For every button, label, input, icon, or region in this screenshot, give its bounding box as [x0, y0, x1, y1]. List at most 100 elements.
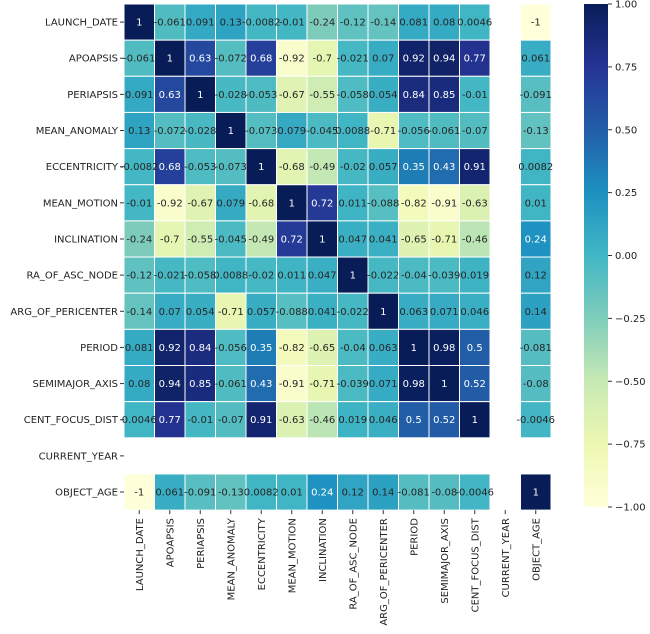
cell-value-label: -0.07 [462, 126, 488, 137]
cell-mean-motion-arg-of-pericenter [367, 184, 399, 222]
cell-value-label: -0.13 [218, 488, 244, 499]
column-label-object-age: OBJECT_AGE [531, 518, 542, 581]
column-label-inclination: INCLINATION [318, 518, 329, 582]
cell-object-age-mean-motion [276, 473, 308, 511]
cell-value-label: 0.43 [433, 162, 455, 173]
cell-mean-anomaly-mean-motion [276, 111, 308, 150]
cell-value-label: -0.028 [215, 90, 247, 101]
cell-value-label: -0.0046 [455, 488, 494, 499]
column-label-semimajor-axis: SEMIMAJOR_AXIS [440, 518, 451, 603]
colorbar: 1.00 0.75 0.50 0.25 0.00 −0.25 −0.50 −0.75 −1.00 [584, 0, 646, 514]
cell-inclination-semimajor-axis [428, 220, 460, 258]
cell-value-label: 0.041 [308, 307, 337, 318]
cell-ra-of-asc-node-ra-of-asc-node [337, 256, 369, 294]
cell-value-label: 0.63 [159, 90, 181, 101]
cell-value-label: -0.65 [401, 234, 427, 245]
cell-launch-date-ra-of-asc-node [337, 3, 369, 41]
cell-period-cent-focus-dist [459, 328, 491, 367]
cell-period-arg-of-pericenter [367, 328, 399, 367]
cell-value-label: -0.039 [337, 379, 369, 390]
cell-periapsis-object-age [520, 75, 552, 113]
cell-value-label: 0.35 [250, 343, 272, 354]
cell-value-label: 0.91 [250, 415, 272, 426]
cell-value-label: 0.011 [338, 198, 367, 209]
cell-value-label: -0.073 [215, 162, 247, 173]
cell-value-label: -0.081 [398, 488, 430, 499]
cell-value-label: -0.02 [248, 271, 274, 282]
cell-value-label: -0.49 [309, 162, 335, 173]
cell-value-label: -0.92 [157, 198, 183, 209]
cell-inclination-launch-date [123, 220, 155, 258]
cell-value-label: 1 [319, 234, 325, 245]
cell-value-label: -0.0082 [242, 18, 281, 29]
cell-cent-focus-dist-eccentricity [245, 401, 277, 439]
cell-value-label: -0.14 [370, 18, 396, 29]
cell-value-label: 1 [441, 379, 447, 390]
cell-arg-of-pericenter-mean-anomaly [215, 292, 247, 330]
cell-value-label: -0.71 [309, 379, 335, 390]
cell-value-label: -0.12 [126, 271, 152, 282]
cell-object-age-object-age [520, 473, 552, 511]
cell-value-label: -0.045 [306, 126, 338, 137]
cell-value-label: 0.0046 [457, 18, 492, 29]
cell-eccentricity-object-age [520, 148, 552, 186]
cell-periapsis-eccentricity [245, 75, 277, 113]
cell-mean-motion-ra-of-asc-node [337, 184, 369, 222]
colorbar-tick-label: −1.00 [615, 503, 646, 514]
cell-value-label: 0.68 [250, 54, 272, 65]
row-label-launch-date: LAUNCH_DATE [45, 18, 118, 29]
cell-value-label: -0.02 [340, 162, 366, 173]
cell-cent-focus-dist-period [398, 401, 430, 439]
cell-cent-focus-dist-cent-focus-dist [459, 401, 491, 439]
cell-value-label: 0.0088 [335, 126, 370, 137]
cell-value-label: -0.091 [184, 488, 216, 499]
cell-value-label: 1 [533, 488, 539, 499]
cell-period-periapsis [184, 328, 216, 367]
cell-period-mean-motion [276, 328, 308, 367]
cell-value-label: 0.091 [186, 18, 215, 29]
cell-value-label: 1 [289, 198, 295, 209]
row-label-period: PERIOD [80, 343, 118, 354]
cell-periapsis-periapsis [184, 75, 216, 113]
cell-value-label: -0.63 [462, 198, 488, 209]
cell-value-label: 0.5 [406, 415, 422, 426]
cell-value-label: -0.7 [160, 234, 180, 245]
cell-value-label: -0.058 [337, 90, 369, 101]
cell-value-label: 1 [472, 415, 478, 426]
cell-value-label: -0.55 [309, 90, 335, 101]
cell-inclination-mean-anomaly [215, 220, 247, 258]
cell-value-label: -0.01 [279, 18, 305, 29]
cell-value-label: 0.081 [399, 18, 428, 29]
cell-apoapsis-mean-anomaly [215, 39, 247, 77]
cell-arg-of-pericenter-cent-focus-dist [459, 292, 491, 330]
cell-semimajor-axis-mean-anomaly [215, 365, 247, 403]
row-label-periapsis: PERIAPSIS [67, 90, 118, 101]
cell-value-label: -0.061 [154, 18, 186, 29]
cell-value-label: -0.022 [367, 271, 399, 282]
row-label-object-age: OBJECT_AGE [55, 488, 118, 499]
cell-value-label: 0.98 [433, 343, 455, 354]
cell-value-label: 0.52 [464, 379, 486, 390]
cell-value-label: -0.46 [309, 415, 335, 426]
cell-value-label: 0.079 [216, 198, 245, 209]
cell-annotations: 1 -0.061 0.091 0.13 -0.0082-0.01 -0.24 -0.12 -0… [120, 18, 555, 499]
colorbar-tick-label: 0.50 [615, 125, 637, 136]
cell-value-label: -0.08 [431, 488, 457, 499]
cell-value-label: -0.92 [279, 54, 305, 65]
cell-mean-anomaly-ra-of-asc-node [337, 111, 369, 150]
cell-mean-anomaly-inclination [306, 111, 338, 150]
cell-apoapsis-launch-date [123, 39, 155, 77]
cell-launch-date-period [398, 3, 430, 41]
cell-object-age-cent-focus-dist [459, 473, 491, 511]
cell-value-label: 0.011 [277, 271, 306, 282]
cell-eccentricity-cent-focus-dist [459, 148, 491, 186]
cell-value-label: -0.021 [337, 54, 369, 65]
cell-inclination-periapsis [184, 220, 216, 258]
row-label-apoapsis: APOAPSIS [69, 54, 118, 65]
cell-arg-of-pericenter-mean-motion [276, 292, 308, 330]
cell-period-period [398, 328, 430, 367]
cell-value-label: -0.022 [337, 307, 369, 318]
cell-value-label: -0.13 [523, 126, 549, 137]
cell-mean-anomaly-periapsis [184, 111, 216, 150]
cell-mean-motion-semimajor-axis [428, 184, 460, 222]
